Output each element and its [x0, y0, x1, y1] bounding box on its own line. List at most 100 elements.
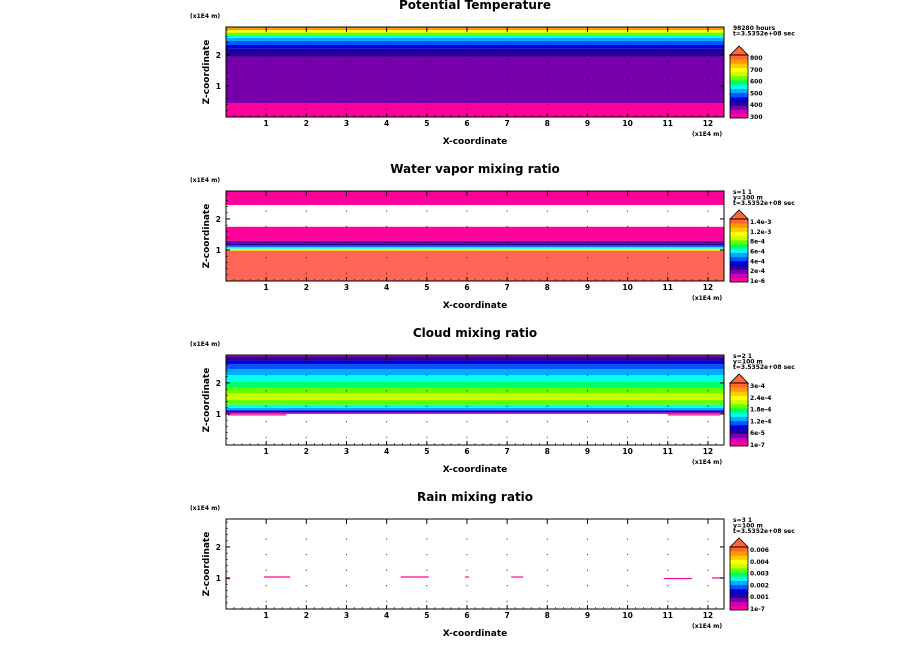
x-tick-label: 1 — [264, 283, 269, 292]
grid-dot — [506, 523, 508, 525]
grid-dot — [466, 241, 468, 243]
grid-dot — [627, 554, 629, 556]
grid-dot — [707, 390, 709, 392]
band-6 — [226, 37, 724, 41]
grid-dot — [426, 46, 428, 48]
colorbar-frame — [729, 546, 749, 611]
colorbar-label: 800 — [750, 55, 763, 62]
grid-dot — [305, 538, 307, 540]
colorbar-label: 8e-4 — [750, 239, 765, 246]
grid-dot — [546, 554, 548, 556]
y-tick-label: 1 — [216, 574, 221, 583]
band-9 — [226, 30, 724, 33]
grid-dot — [707, 538, 709, 540]
grid-dot — [667, 257, 669, 259]
grid-dot — [627, 421, 629, 423]
band-5 — [226, 400, 724, 405]
colorbar-segment — [730, 576, 748, 581]
grid-dot — [265, 554, 267, 556]
colorbar-segment — [730, 420, 748, 426]
colorbar-label: 2.4e-4 — [750, 395, 771, 402]
grid-dot — [667, 210, 669, 212]
colorbar-segment — [730, 55, 748, 60]
grid-dot — [305, 569, 307, 571]
grid-dot — [586, 436, 589, 438]
colorbar-segment — [730, 572, 748, 577]
colorbar-segment — [730, 92, 748, 98]
x-axis-label: X-coordinate — [443, 301, 508, 311]
grid-dot — [546, 77, 548, 79]
x-tick-label: 2 — [304, 447, 309, 456]
grid-dot — [546, 390, 548, 392]
x-unit-label: (x1E4 m) — [692, 131, 722, 138]
grid-dot — [627, 272, 629, 274]
grid-dot — [426, 108, 428, 110]
grid-dot — [466, 93, 468, 95]
grid-dot — [426, 77, 428, 79]
colorbar-frame — [729, 54, 749, 119]
band-8 — [226, 381, 724, 388]
colorbar-segment — [730, 235, 748, 241]
grid-dot — [627, 77, 629, 79]
grid-dot — [627, 600, 629, 602]
grid-dot — [506, 195, 508, 197]
grid-dot — [426, 241, 428, 243]
band-7 — [226, 35, 724, 38]
y-axis-label: Z-coordinate — [202, 40, 212, 105]
grid-dot — [466, 210, 468, 212]
grid-dot — [627, 523, 629, 525]
grid-dot — [586, 241, 589, 243]
grid-dot — [506, 93, 508, 95]
grid-dot — [345, 554, 348, 556]
grid-dot — [546, 195, 548, 197]
x-tick-label: 9 — [585, 611, 590, 620]
grid-dot — [627, 585, 629, 587]
y-tick-label: 1 — [216, 410, 221, 419]
band-2 — [226, 248, 724, 251]
grid-dot — [667, 31, 669, 33]
x-tick-label: 6 — [464, 611, 469, 620]
grid-dot — [305, 210, 307, 212]
band-7 — [226, 226, 724, 241]
colorbar-segment — [730, 412, 748, 417]
grid-dot — [426, 390, 428, 392]
colorbar-label: 6e-5 — [750, 430, 765, 437]
grid-dot — [586, 272, 589, 274]
colorbar-label: 0.001 — [750, 594, 769, 601]
colorbar: 800 700 600 500 400 300 — [729, 45, 763, 121]
colorbar: 1.4e-3 1.2e-3 8e-4 6e-4 4e-4 2e-4 1e-6 — [729, 209, 771, 285]
colorbar-segment — [730, 605, 748, 611]
grid-dot — [305, 374, 307, 376]
grid-dot — [546, 241, 548, 243]
grid-dot — [305, 405, 307, 407]
grid-dot — [586, 585, 589, 587]
grid-dot — [707, 585, 709, 587]
grid-dot — [627, 569, 629, 571]
grid-dot — [345, 108, 348, 110]
grid-dot — [546, 569, 548, 571]
grid-dot — [506, 31, 508, 33]
x-tick-label: 8 — [545, 447, 550, 456]
grid-dot — [466, 195, 468, 197]
grid-dot — [345, 359, 348, 361]
x-tick-label: 7 — [505, 283, 510, 292]
x-tick-label: 6 — [464, 283, 469, 292]
grid-dot — [345, 390, 348, 392]
band-5 — [226, 243, 724, 245]
grid-dot — [386, 210, 388, 212]
y-tick-label: 2 — [216, 379, 221, 388]
grid-dot — [546, 257, 548, 259]
y-unit-label: (x1E4 m) — [190, 505, 220, 512]
colorbar-label: 0.004 — [750, 559, 769, 566]
grid-dot — [345, 93, 348, 95]
info-text: t=3.5352e+08 sec — [733, 364, 795, 371]
grid-dot — [386, 62, 388, 64]
x-axis-label: X-coordinate — [443, 629, 508, 639]
colorbar-segment — [730, 223, 748, 228]
grid-dot — [667, 359, 669, 361]
grid-dot — [265, 93, 267, 95]
grid-dot — [305, 421, 307, 423]
grid-dot — [265, 210, 267, 212]
colorbar-segment — [730, 580, 748, 586]
grid-dot — [506, 62, 508, 64]
